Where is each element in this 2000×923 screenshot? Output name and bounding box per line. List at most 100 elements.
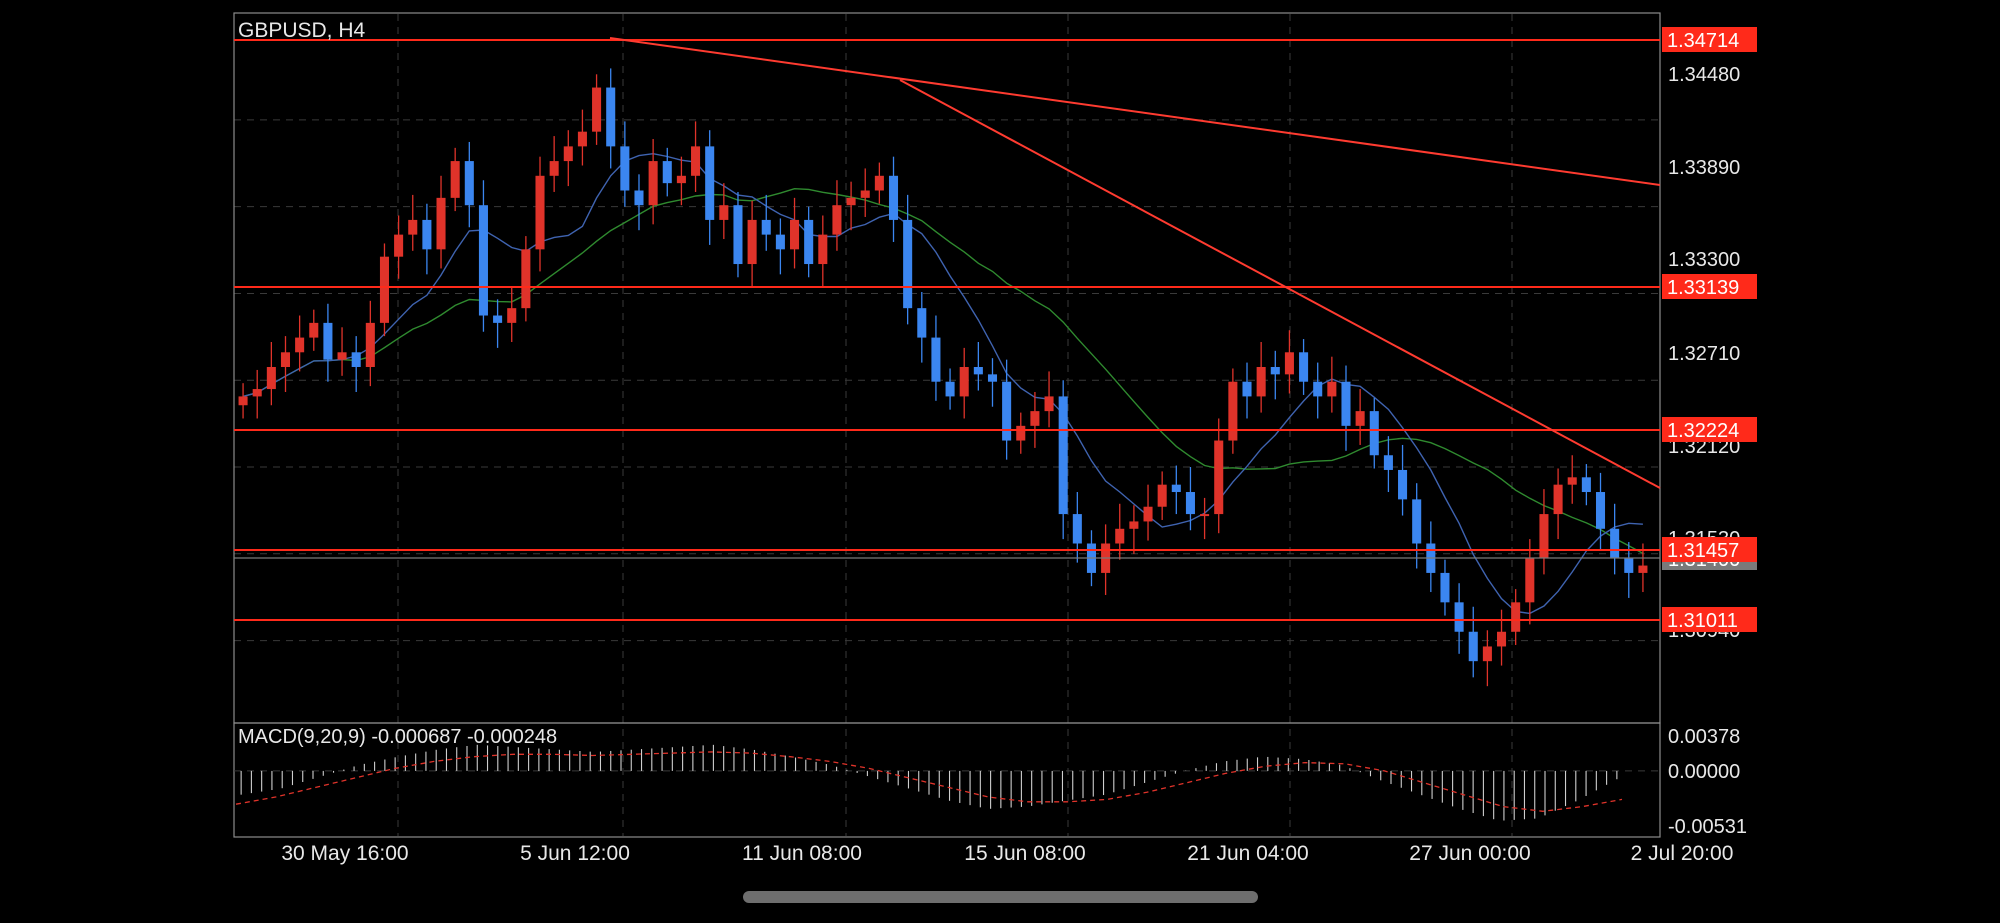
level-badge — [1662, 537, 1757, 562]
candle-body — [351, 352, 361, 367]
symbol-label: GBPUSD, H4 — [238, 19, 366, 42]
candle-body — [832, 205, 842, 235]
candle-body — [676, 175, 686, 184]
candle-body — [1525, 558, 1535, 603]
candle-body — [1200, 514, 1210, 517]
candle-body — [945, 381, 955, 397]
candle-body — [422, 219, 432, 250]
candle-body — [761, 219, 771, 235]
macd-panel-frame — [233, 722, 1661, 838]
x-tick-label: 15 Jun 08:00 — [964, 842, 1085, 865]
macd-y-tick-label: 0.00000 — [1668, 761, 1740, 783]
macd-series — [234, 744, 1660, 821]
candle-body — [1270, 367, 1280, 375]
candle-body — [408, 219, 418, 235]
level-badge — [1662, 417, 1757, 442]
candle-body — [1313, 381, 1323, 397]
candle-body — [1256, 367, 1266, 397]
trendlines[interactable] — [609, 37, 1661, 489]
trendline-lower[interactable] — [899, 79, 1661, 489]
candle-body — [464, 161, 474, 206]
candle-body — [577, 131, 587, 147]
candle-body — [1327, 381, 1337, 397]
candle-body — [1284, 352, 1294, 375]
y-tick-label: 1.32710 — [1668, 343, 1740, 365]
candle-body — [775, 234, 785, 250]
y-tick-label: 1.33300 — [1668, 249, 1740, 271]
candle-body — [1398, 469, 1408, 500]
level-badge-label: 1.32224 — [1667, 420, 1739, 442]
candle-body — [337, 352, 347, 360]
candle-body — [436, 197, 446, 250]
candle-body — [295, 337, 305, 353]
candle-body — [394, 234, 404, 257]
candle-body — [1624, 558, 1634, 573]
candle-body — [888, 175, 899, 220]
candle-body — [860, 190, 870, 198]
candle-body — [1468, 631, 1478, 662]
candle-body — [252, 389, 262, 397]
candle-body — [1497, 631, 1507, 647]
x-tick-label: 11 Jun 08:00 — [742, 842, 862, 865]
candle-body — [1044, 396, 1054, 412]
candle-body — [931, 337, 941, 382]
candle-body — [280, 352, 291, 367]
candle-body — [549, 161, 559, 176]
candle-body — [1383, 455, 1393, 470]
macd-axis: 0.00378 0.00000 -0.00531 — [1668, 726, 1747, 838]
candle-body — [1511, 602, 1521, 632]
candle-body — [450, 161, 460, 198]
candle-body — [478, 205, 488, 316]
candle-body — [1440, 572, 1450, 603]
candle-body — [1482, 646, 1492, 662]
candle-body — [804, 219, 814, 265]
home-indicator[interactable] — [743, 891, 1258, 903]
candle-body — [1369, 411, 1379, 456]
candle-body — [733, 205, 743, 265]
candle-body — [903, 219, 913, 309]
level-badges: 1.31400 1.34714 1.33139 1.32224 1.31457 … — [1662, 27, 1757, 632]
candle-body — [1567, 477, 1577, 485]
level-badge — [1662, 274, 1757, 299]
macd-y-tick-label: -0.00531 — [1668, 816, 1747, 838]
candle-body — [1143, 506, 1153, 522]
candle-body — [266, 367, 276, 390]
candle-body — [874, 175, 884, 191]
candle-body — [1016, 425, 1026, 441]
candle-body — [705, 146, 715, 220]
candle-body — [1072, 514, 1082, 544]
candle-body — [1638, 565, 1648, 573]
candle-body — [563, 146, 573, 162]
x-tick-label: 5 Jun 12:00 — [520, 842, 630, 865]
moving-averages — [242, 152, 1644, 615]
candle-body — [309, 322, 319, 338]
candle-body — [493, 315, 503, 323]
moving-average-fast — [242, 152, 1643, 615]
time-axis: 30 May 16:00 5 Jun 12:00 11 Jun 08:00 15… — [281, 842, 1733, 865]
candle-body — [719, 205, 729, 220]
macd-label: MACD(9,20,9) -0.000687 -0.000248 — [238, 726, 557, 748]
candle-body — [1610, 528, 1620, 559]
macd-signal-line — [235, 751, 1623, 812]
trendline-upper[interactable] — [609, 37, 1661, 186]
candle-body — [379, 256, 389, 323]
candle-body — [521, 249, 531, 309]
candle-body — [1185, 492, 1195, 515]
candles — [238, 68, 1648, 687]
x-tick-label: 2 Jul 20:00 — [1631, 842, 1734, 865]
candle-body — [1299, 352, 1309, 382]
candle-body — [1002, 381, 1012, 441]
candle-body — [535, 175, 545, 250]
candle-body — [818, 234, 828, 265]
candle-body — [1553, 484, 1563, 515]
candle-body — [592, 87, 602, 132]
x-tick-label: 30 May 16:00 — [281, 842, 408, 865]
horizontal-levels[interactable] — [234, 39, 1660, 621]
candle-body — [648, 161, 658, 206]
y-tick-label: 1.33890 — [1668, 157, 1740, 179]
candle-body — [747, 219, 757, 265]
level-badge-label: 1.34714 — [1667, 30, 1739, 52]
candle-body — [1595, 492, 1606, 529]
